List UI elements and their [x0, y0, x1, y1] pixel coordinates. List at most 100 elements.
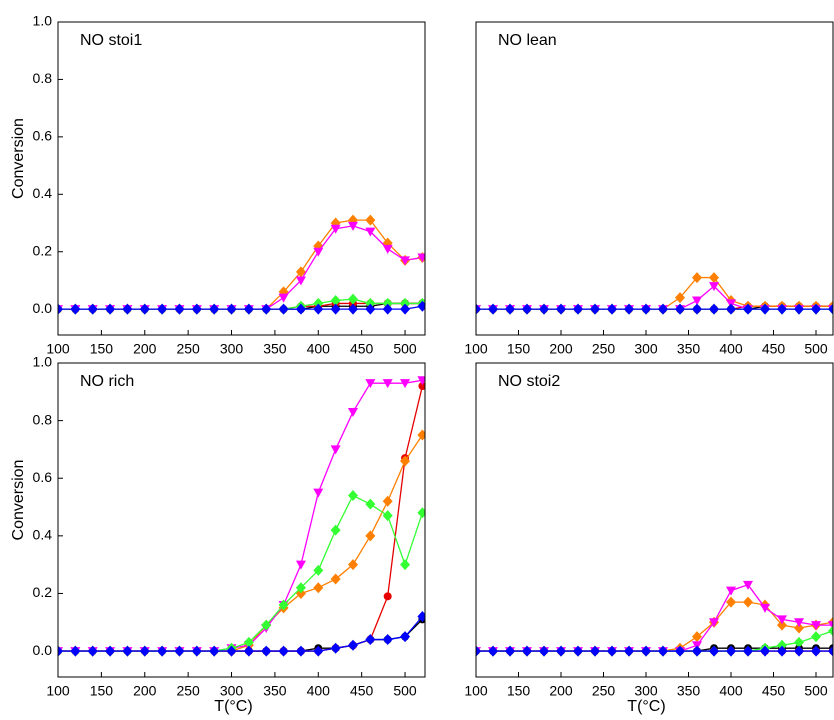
marker	[794, 618, 804, 628]
marker	[794, 622, 804, 634]
y-tick-label: 1.0	[33, 13, 53, 29]
marker	[139, 645, 150, 657]
x-tick-label: 250	[176, 341, 200, 357]
marker	[743, 645, 753, 657]
marker	[726, 586, 736, 596]
marker	[191, 645, 202, 657]
marker	[476, 303, 481, 315]
marker	[157, 303, 168, 315]
marker	[505, 645, 515, 657]
x-tick-label: 100	[464, 341, 488, 357]
marker	[87, 645, 98, 657]
x-tick-label: 250	[592, 341, 616, 357]
y-tick-label: 0.0	[33, 642, 53, 658]
marker	[743, 596, 753, 608]
marker	[330, 303, 341, 315]
marker	[400, 631, 411, 643]
x-tick-label: 150	[90, 683, 114, 699]
marker	[417, 253, 425, 263]
marker	[157, 645, 168, 657]
panel-title: NO stoi2	[498, 373, 560, 390]
x-tick-label: 350	[677, 683, 701, 699]
marker	[347, 221, 358, 231]
y-tick-label: 0.8	[33, 70, 53, 86]
marker	[505, 303, 515, 315]
marker	[365, 498, 376, 510]
y-tick-label: 0.2	[33, 242, 53, 258]
marker	[70, 645, 81, 657]
x-tick-label: 500	[804, 341, 828, 357]
marker	[726, 303, 736, 315]
marker	[811, 645, 821, 657]
y-tick-label: 0.0	[33, 300, 53, 316]
marker	[777, 303, 787, 315]
marker	[382, 244, 393, 254]
marker	[417, 300, 425, 312]
marker	[191, 303, 202, 315]
marker	[607, 645, 617, 657]
x-tick-label: 200	[133, 341, 157, 357]
y-tick-label: 0.8	[33, 411, 53, 427]
marker	[122, 645, 133, 657]
panel-title: NO stoi1	[80, 32, 142, 49]
marker	[87, 303, 98, 315]
marker	[174, 303, 185, 315]
marker	[243, 645, 254, 657]
marker	[417, 507, 425, 519]
marker	[760, 645, 770, 657]
marker	[261, 303, 272, 315]
marker	[658, 303, 668, 315]
marker	[709, 645, 719, 657]
series-line	[58, 305, 423, 310]
marker	[777, 645, 787, 657]
marker	[295, 560, 306, 570]
marker	[313, 564, 324, 576]
marker	[488, 303, 498, 315]
marker	[400, 256, 411, 266]
marker	[278, 645, 289, 657]
marker	[418, 382, 425, 391]
y-tick-label: 0.4	[33, 185, 53, 201]
marker	[347, 293, 358, 305]
x-tick-label: 300	[220, 683, 244, 699]
panel: 100 150 200 250 300 350 400 450 500 NO lean	[464, 21, 834, 357]
marker	[382, 510, 393, 522]
marker	[777, 615, 787, 625]
marker	[573, 303, 583, 315]
x-tick-label: 200	[549, 341, 573, 357]
marker	[330, 295, 341, 307]
marker	[539, 645, 549, 657]
marker	[122, 303, 133, 315]
marker	[692, 272, 702, 284]
marker	[476, 645, 481, 657]
marker	[828, 625, 833, 637]
series-line	[58, 225, 423, 310]
marker	[811, 621, 821, 631]
x-tick-label: 200	[549, 683, 573, 699]
series-line	[58, 385, 424, 652]
marker	[261, 645, 272, 657]
marker	[382, 634, 393, 646]
marker	[590, 303, 600, 315]
plot-area	[476, 580, 833, 657]
marker	[794, 303, 804, 315]
marker	[382, 379, 393, 389]
marker	[330, 524, 341, 536]
x-tick-label: 400	[307, 683, 331, 699]
marker	[726, 645, 736, 657]
marker	[726, 596, 736, 608]
marker	[641, 645, 651, 657]
marker	[692, 303, 702, 315]
marker	[709, 282, 719, 292]
marker	[692, 631, 702, 643]
marker	[365, 297, 376, 309]
marker	[278, 303, 289, 315]
marker	[313, 582, 324, 594]
marker	[760, 303, 770, 315]
marker	[261, 619, 272, 631]
series-line	[58, 494, 424, 652]
x-tick-label: 350	[677, 341, 701, 357]
series-line	[58, 434, 423, 652]
plot-frame	[475, 362, 834, 678]
